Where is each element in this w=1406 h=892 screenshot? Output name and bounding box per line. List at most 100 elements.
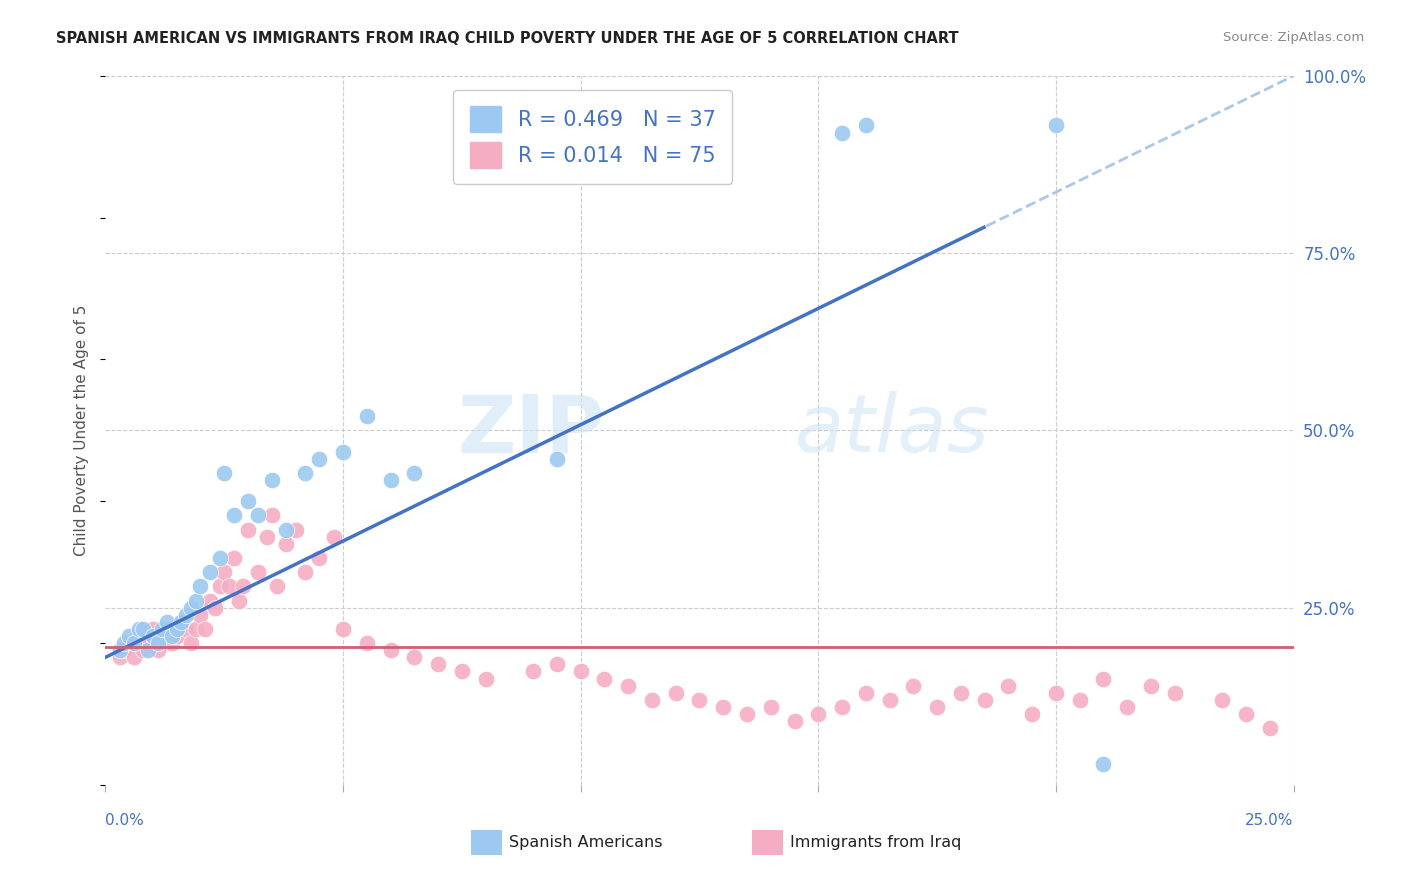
Point bbox=[759, 700, 782, 714]
Point bbox=[160, 636, 183, 650]
Point bbox=[190, 607, 212, 622]
Point bbox=[308, 551, 330, 566]
Point bbox=[831, 700, 853, 714]
Point bbox=[949, 686, 972, 700]
Point bbox=[294, 466, 316, 480]
Point bbox=[136, 643, 159, 657]
Point bbox=[807, 706, 830, 721]
Point bbox=[160, 629, 183, 643]
Point bbox=[198, 593, 221, 607]
Point bbox=[1164, 686, 1187, 700]
Point bbox=[260, 473, 283, 487]
Point bbox=[855, 686, 877, 700]
Point bbox=[118, 629, 141, 643]
Text: 0.0%: 0.0% bbox=[105, 814, 145, 828]
Point bbox=[973, 693, 995, 707]
Point bbox=[174, 622, 197, 636]
Point bbox=[166, 622, 188, 636]
Text: SPANISH AMERICAN VS IMMIGRANTS FROM IRAQ CHILD POVERTY UNDER THE AGE OF 5 CORREL: SPANISH AMERICAN VS IMMIGRANTS FROM IRAQ… bbox=[56, 31, 959, 46]
Point bbox=[546, 657, 568, 672]
Point bbox=[831, 126, 853, 140]
Point bbox=[236, 494, 259, 508]
Point bbox=[146, 636, 169, 650]
Point bbox=[256, 530, 278, 544]
Point bbox=[356, 636, 378, 650]
Point bbox=[218, 579, 240, 593]
Point bbox=[332, 622, 354, 636]
Point bbox=[180, 636, 202, 650]
Point bbox=[903, 679, 925, 693]
Point bbox=[142, 629, 165, 643]
Point bbox=[404, 466, 426, 480]
Point bbox=[166, 629, 188, 643]
Text: Source: ZipAtlas.com: Source: ZipAtlas.com bbox=[1223, 31, 1364, 45]
Point bbox=[156, 622, 179, 636]
Point bbox=[308, 451, 330, 466]
Text: atlas: atlas bbox=[794, 392, 990, 469]
Text: Spanish Americans: Spanish Americans bbox=[509, 835, 662, 849]
Point bbox=[274, 537, 297, 551]
Point bbox=[783, 714, 806, 728]
Point bbox=[1092, 672, 1115, 686]
Point bbox=[735, 706, 758, 721]
Point bbox=[274, 523, 297, 537]
Point bbox=[689, 693, 711, 707]
Point bbox=[1069, 693, 1091, 707]
Point bbox=[236, 523, 259, 537]
Point bbox=[208, 551, 231, 566]
Point bbox=[128, 629, 150, 643]
Legend: R = 0.469   N = 37, R = 0.014   N = 75: R = 0.469 N = 37, R = 0.014 N = 75 bbox=[453, 90, 733, 185]
Text: Immigrants from Iraq: Immigrants from Iraq bbox=[790, 835, 962, 849]
Point bbox=[879, 693, 901, 707]
Point bbox=[925, 700, 948, 714]
Point bbox=[546, 451, 568, 466]
Point bbox=[170, 615, 193, 629]
Point bbox=[1234, 706, 1257, 721]
Point bbox=[222, 551, 245, 566]
Point bbox=[136, 636, 159, 650]
Point bbox=[132, 643, 155, 657]
Point bbox=[260, 508, 283, 523]
Point bbox=[593, 672, 616, 686]
Text: 25.0%: 25.0% bbox=[1246, 814, 1294, 828]
Point bbox=[450, 665, 472, 679]
Point bbox=[266, 579, 288, 593]
Point bbox=[190, 579, 212, 593]
Point bbox=[228, 593, 250, 607]
Point bbox=[711, 700, 734, 714]
Point bbox=[322, 530, 344, 544]
Point bbox=[1211, 693, 1233, 707]
Point bbox=[665, 686, 688, 700]
Point bbox=[569, 665, 592, 679]
Point bbox=[208, 579, 231, 593]
Point bbox=[427, 657, 450, 672]
Point bbox=[284, 523, 307, 537]
Point bbox=[108, 650, 131, 665]
Point bbox=[1092, 756, 1115, 771]
Point bbox=[617, 679, 640, 693]
Point bbox=[1140, 679, 1163, 693]
Point bbox=[156, 615, 179, 629]
Point bbox=[142, 622, 165, 636]
Point bbox=[380, 473, 402, 487]
Point bbox=[246, 508, 269, 523]
Point bbox=[184, 593, 207, 607]
Point bbox=[108, 643, 131, 657]
Point bbox=[118, 636, 141, 650]
Point bbox=[404, 650, 426, 665]
Y-axis label: Child Poverty Under the Age of 5: Child Poverty Under the Age of 5 bbox=[75, 305, 90, 556]
Point bbox=[332, 444, 354, 458]
Point bbox=[180, 600, 202, 615]
Point bbox=[232, 579, 254, 593]
Point bbox=[174, 607, 197, 622]
Point bbox=[198, 566, 221, 580]
Point bbox=[128, 622, 150, 636]
Point bbox=[204, 600, 226, 615]
Point bbox=[152, 622, 174, 636]
Point bbox=[214, 566, 236, 580]
Point bbox=[222, 508, 245, 523]
Point bbox=[294, 566, 316, 580]
Point bbox=[184, 622, 207, 636]
Point bbox=[214, 466, 236, 480]
Point bbox=[114, 643, 136, 657]
